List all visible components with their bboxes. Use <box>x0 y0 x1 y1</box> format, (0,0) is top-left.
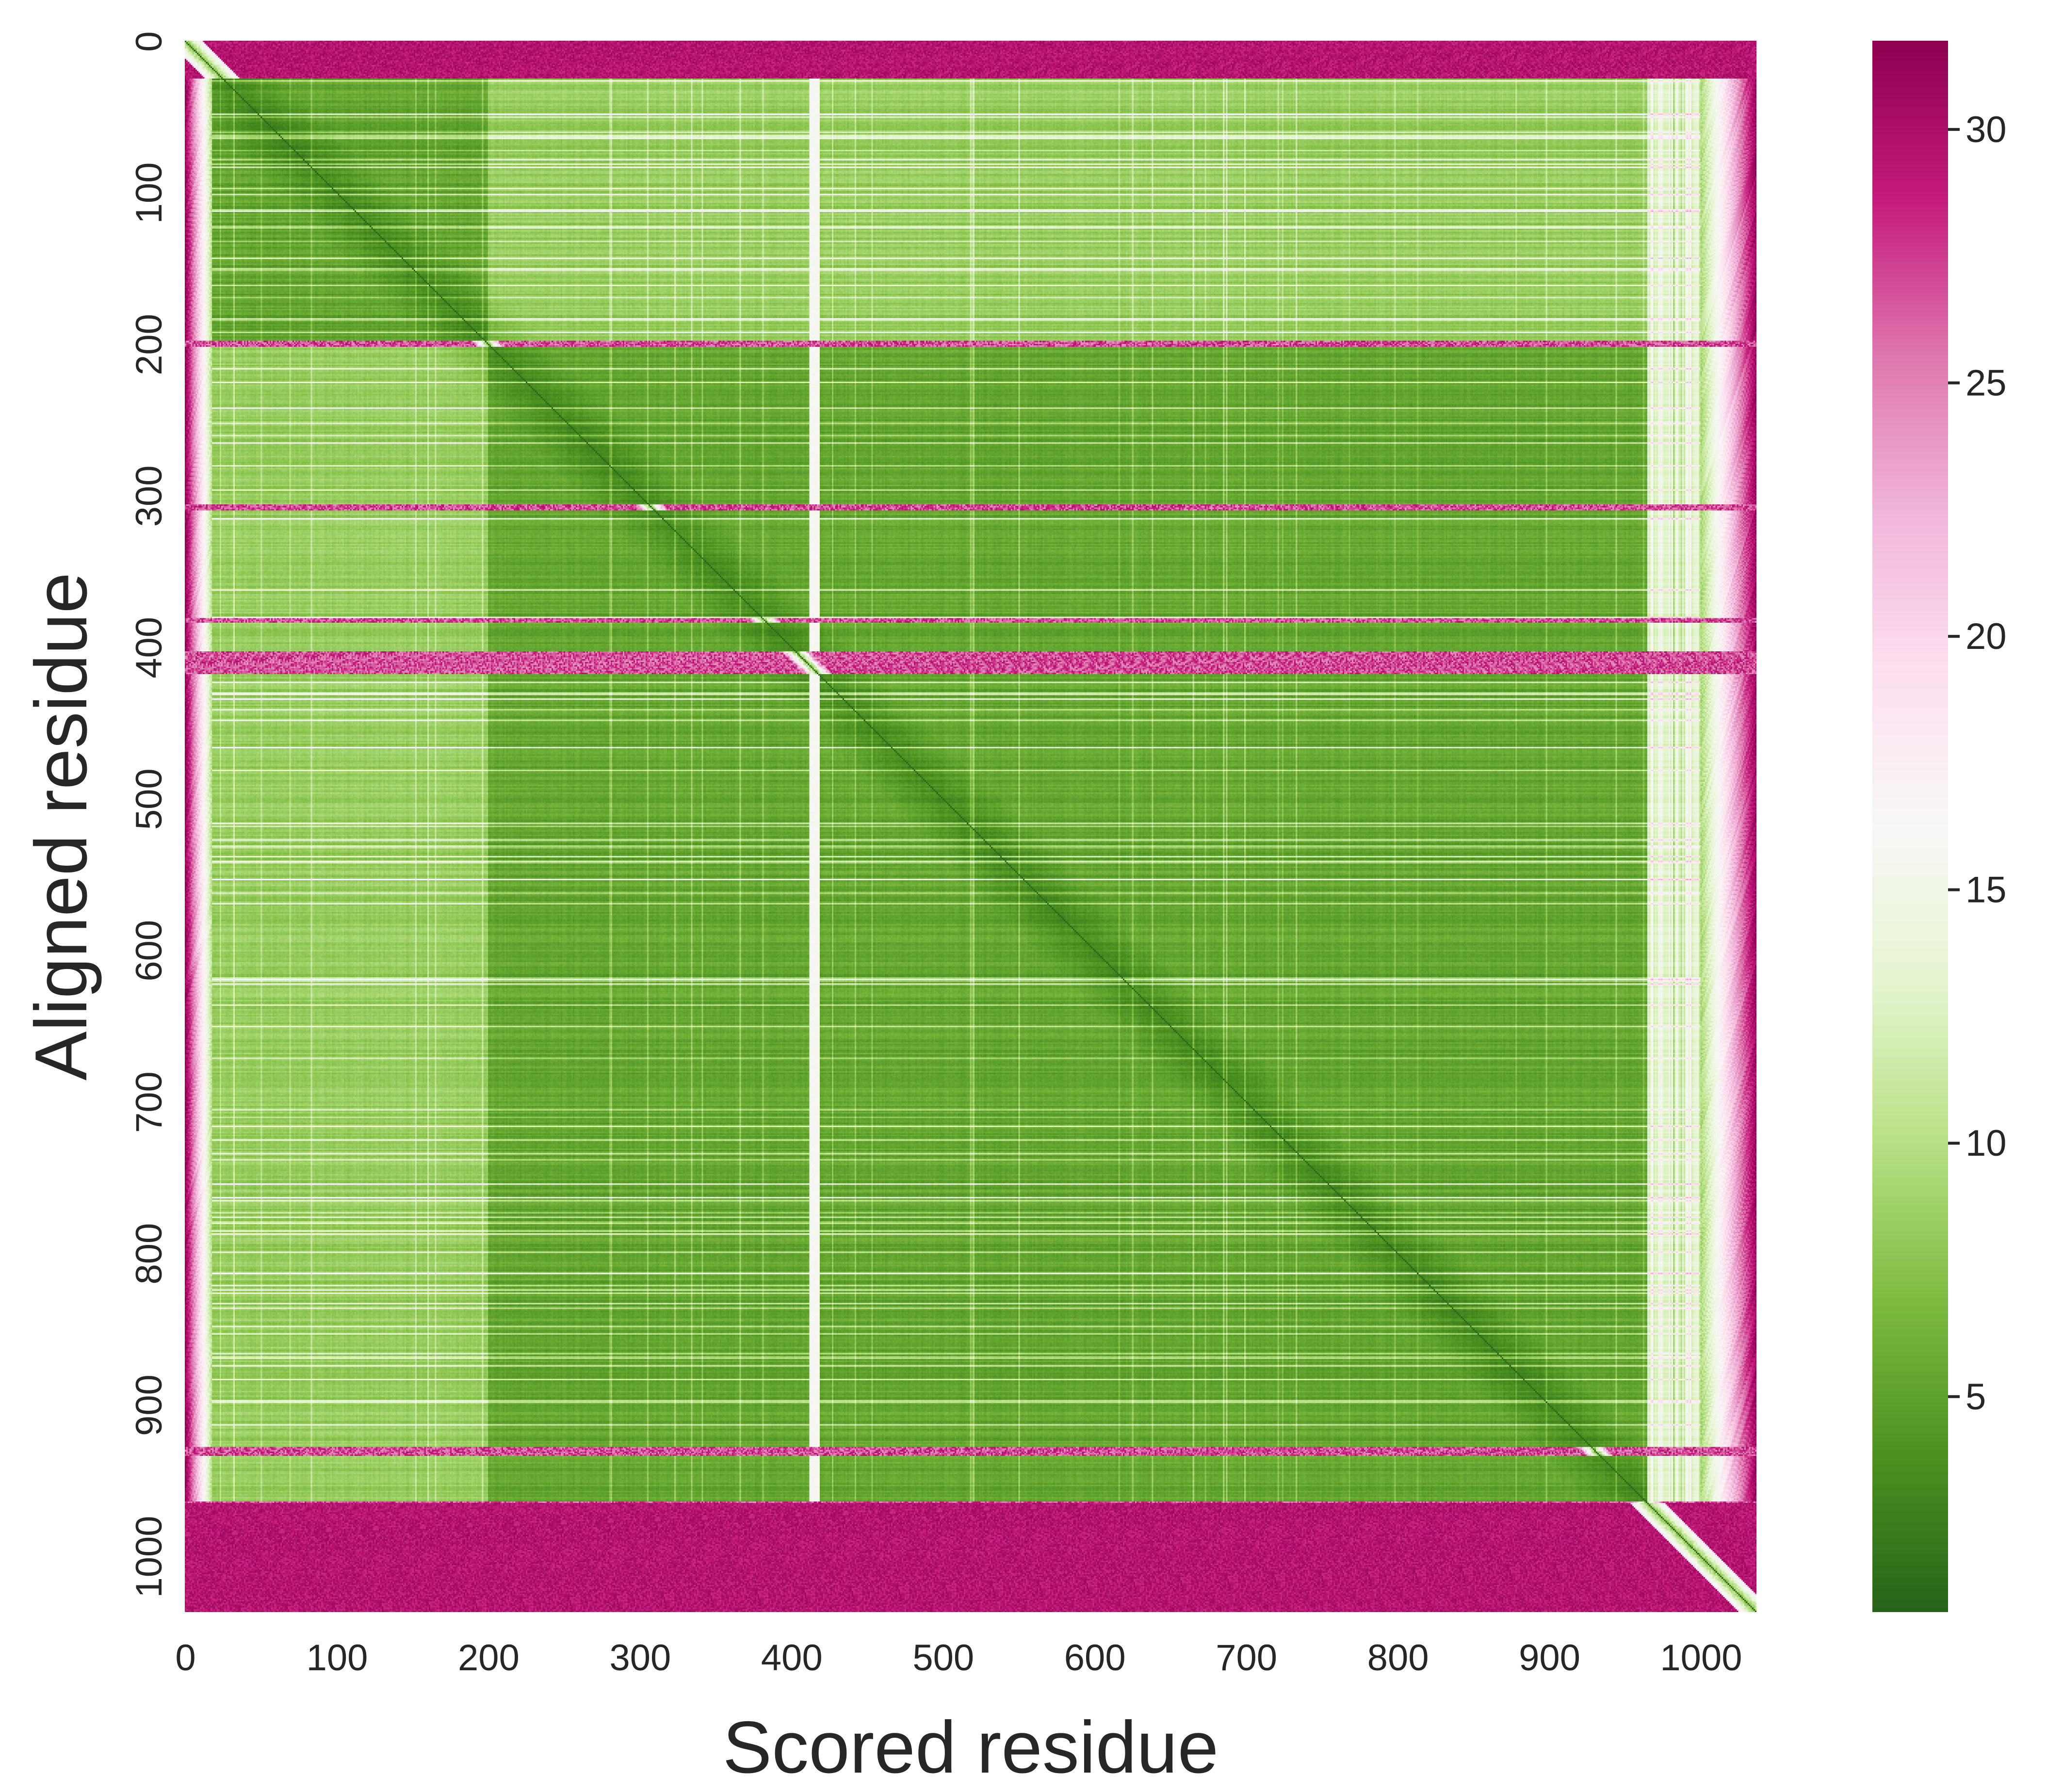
x-tick-label: 200 <box>458 1637 520 1679</box>
colorbar-tick-label: 25 <box>1966 362 2007 404</box>
colorbar-tick-label: 15 <box>1966 870 2007 911</box>
y-tick-label: 300 <box>129 465 170 527</box>
x-tick-label: 800 <box>1367 1637 1429 1679</box>
y-tick-label: 200 <box>129 314 170 375</box>
colorbar-gradient <box>1872 41 1948 1612</box>
heatmap-plot <box>185 41 1756 1612</box>
x-tick-label: 100 <box>307 1637 368 1679</box>
y-axis-ticks: 0 100 200 300 400 500 600 700 800 900 1000 <box>129 31 170 1598</box>
x-tick-label: 400 <box>761 1637 823 1679</box>
y-tick-label: 700 <box>129 1071 170 1133</box>
x-tick-label: 700 <box>1216 1637 1277 1679</box>
y-tick-label: 500 <box>129 768 170 830</box>
x-tick-label: 1000 <box>1660 1637 1742 1679</box>
colorbar-tick-label: 5 <box>1966 1376 1986 1418</box>
colorbar-ticks: 5 10 15 20 25 30 <box>1948 109 2007 1418</box>
x-tick-label: 600 <box>1064 1637 1126 1679</box>
y-tick-label: 1000 <box>129 1516 170 1598</box>
y-tick-label: 0 <box>129 31 170 51</box>
colorbar-tick-label: 10 <box>1966 1123 2007 1164</box>
x-axis-label: Scored residue <box>723 1706 1218 1789</box>
y-tick-label: 900 <box>129 1374 170 1436</box>
y-tick-label: 400 <box>129 617 170 678</box>
x-tick-label: 300 <box>609 1637 671 1679</box>
y-tick-label: 800 <box>129 1223 170 1285</box>
y-axis-label: Aligned residue <box>20 572 102 1081</box>
x-axis-ticks: 0 100 200 300 400 500 600 700 800 900 1000 <box>175 1637 1742 1679</box>
colorbar-tick-label: 20 <box>1966 616 2007 657</box>
x-tick-label: 0 <box>175 1637 195 1679</box>
y-tick-label: 600 <box>129 920 170 982</box>
x-tick-label: 500 <box>912 1637 974 1679</box>
y-tick-label: 100 <box>129 162 170 224</box>
x-tick-label: 900 <box>1519 1637 1580 1679</box>
colorbar-tick-label: 30 <box>1966 109 2007 150</box>
